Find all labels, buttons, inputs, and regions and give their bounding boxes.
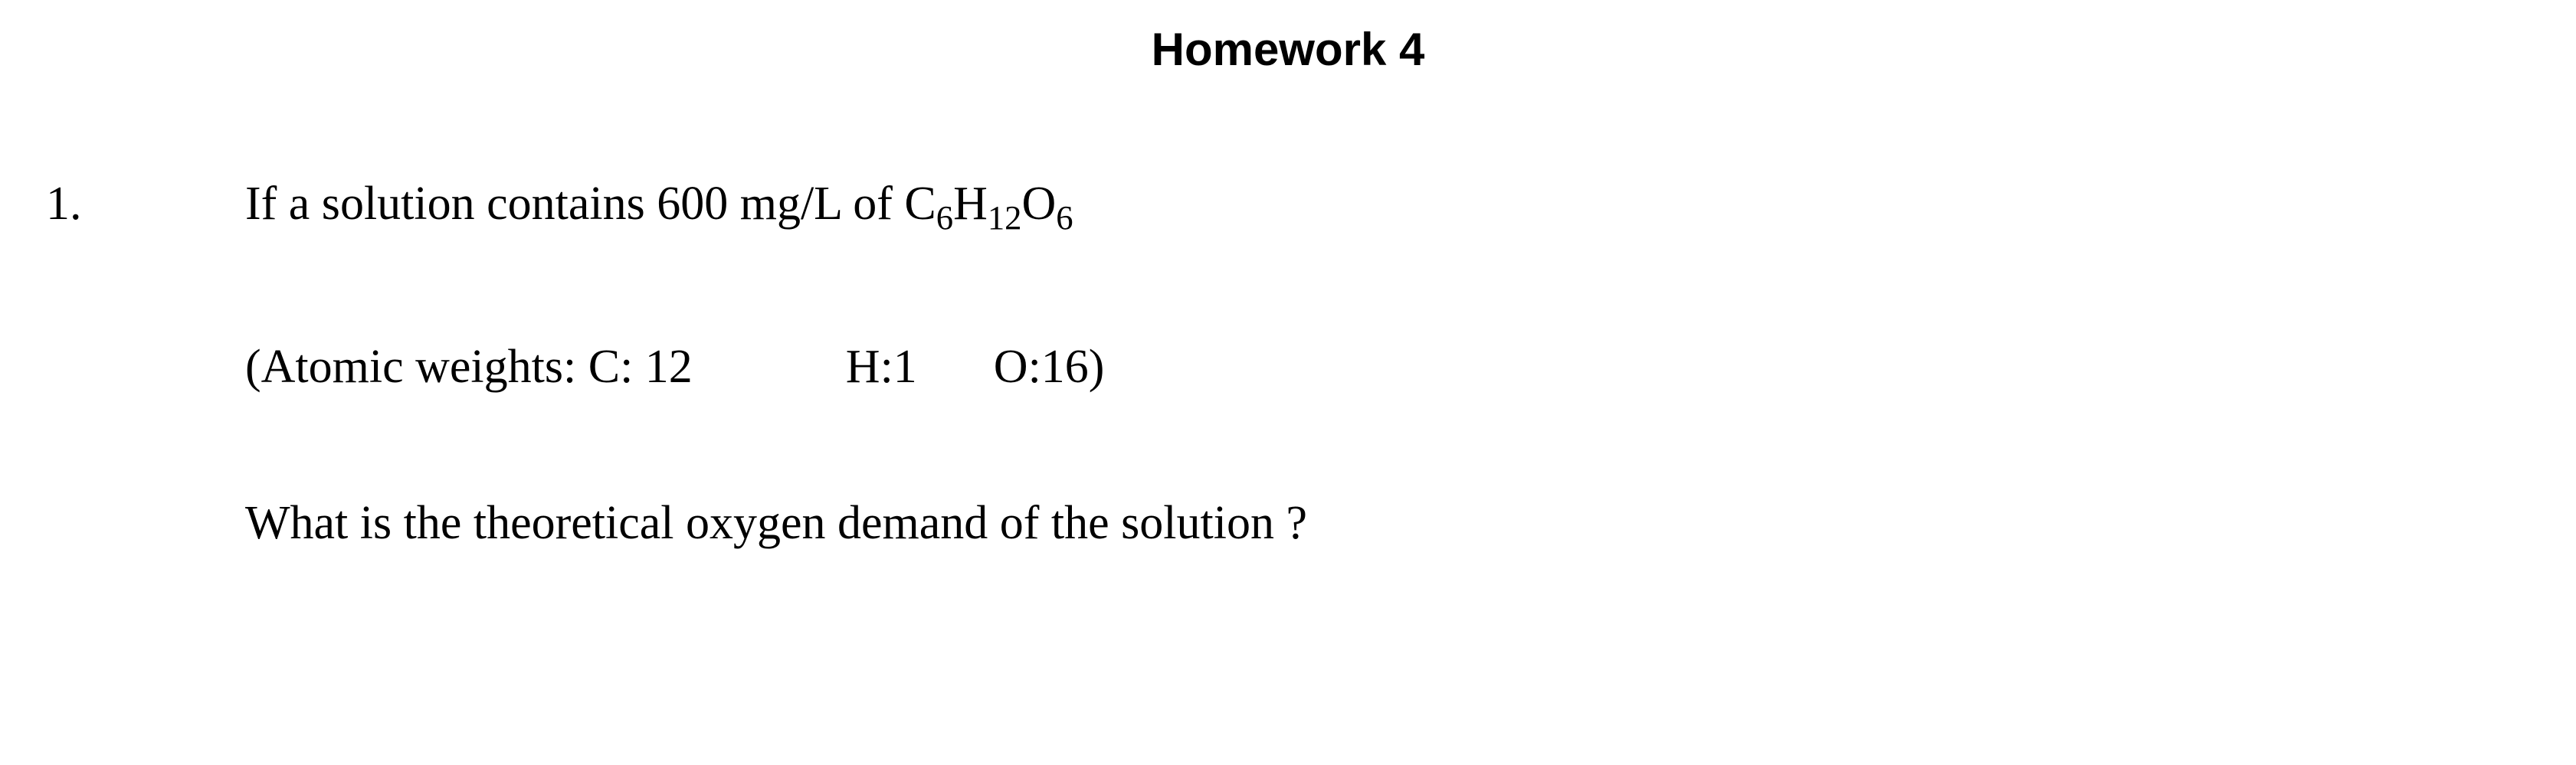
q1-text-prefix: If a solution contains 600 mg/L of C	[245, 178, 936, 230]
question-body: If a solution contains 600 mg/L of C6H12…	[245, 175, 2530, 552]
subscript-6a: 6	[936, 198, 953, 237]
q1-text-h: H	[953, 178, 988, 230]
question-line-1: If a solution contains 600 mg/L of C6H12…	[245, 175, 2530, 239]
atomic-weight-h: H:1	[846, 338, 917, 395]
atomic-weight-o: O:16)	[994, 338, 1105, 395]
q1-text-o: O	[1021, 178, 1056, 230]
atomic-weights-open: (Atomic weights: C: 12	[245, 338, 693, 395]
subscript-12: 12	[988, 198, 1022, 237]
document-title-row: Homework 4	[46, 23, 2530, 76]
question-1: 1. If a solution contains 600 mg/L of C6…	[46, 175, 2530, 552]
document-title: Homework 4	[1152, 24, 1425, 75]
question-number: 1.	[46, 175, 245, 232]
subscript-6b: 6	[1056, 198, 1073, 237]
question-line-3: What is the theoretical oxygen demand of…	[245, 495, 2530, 551]
question-line-2: (Atomic weights: C: 12 H:1 O:16)	[245, 338, 2530, 395]
